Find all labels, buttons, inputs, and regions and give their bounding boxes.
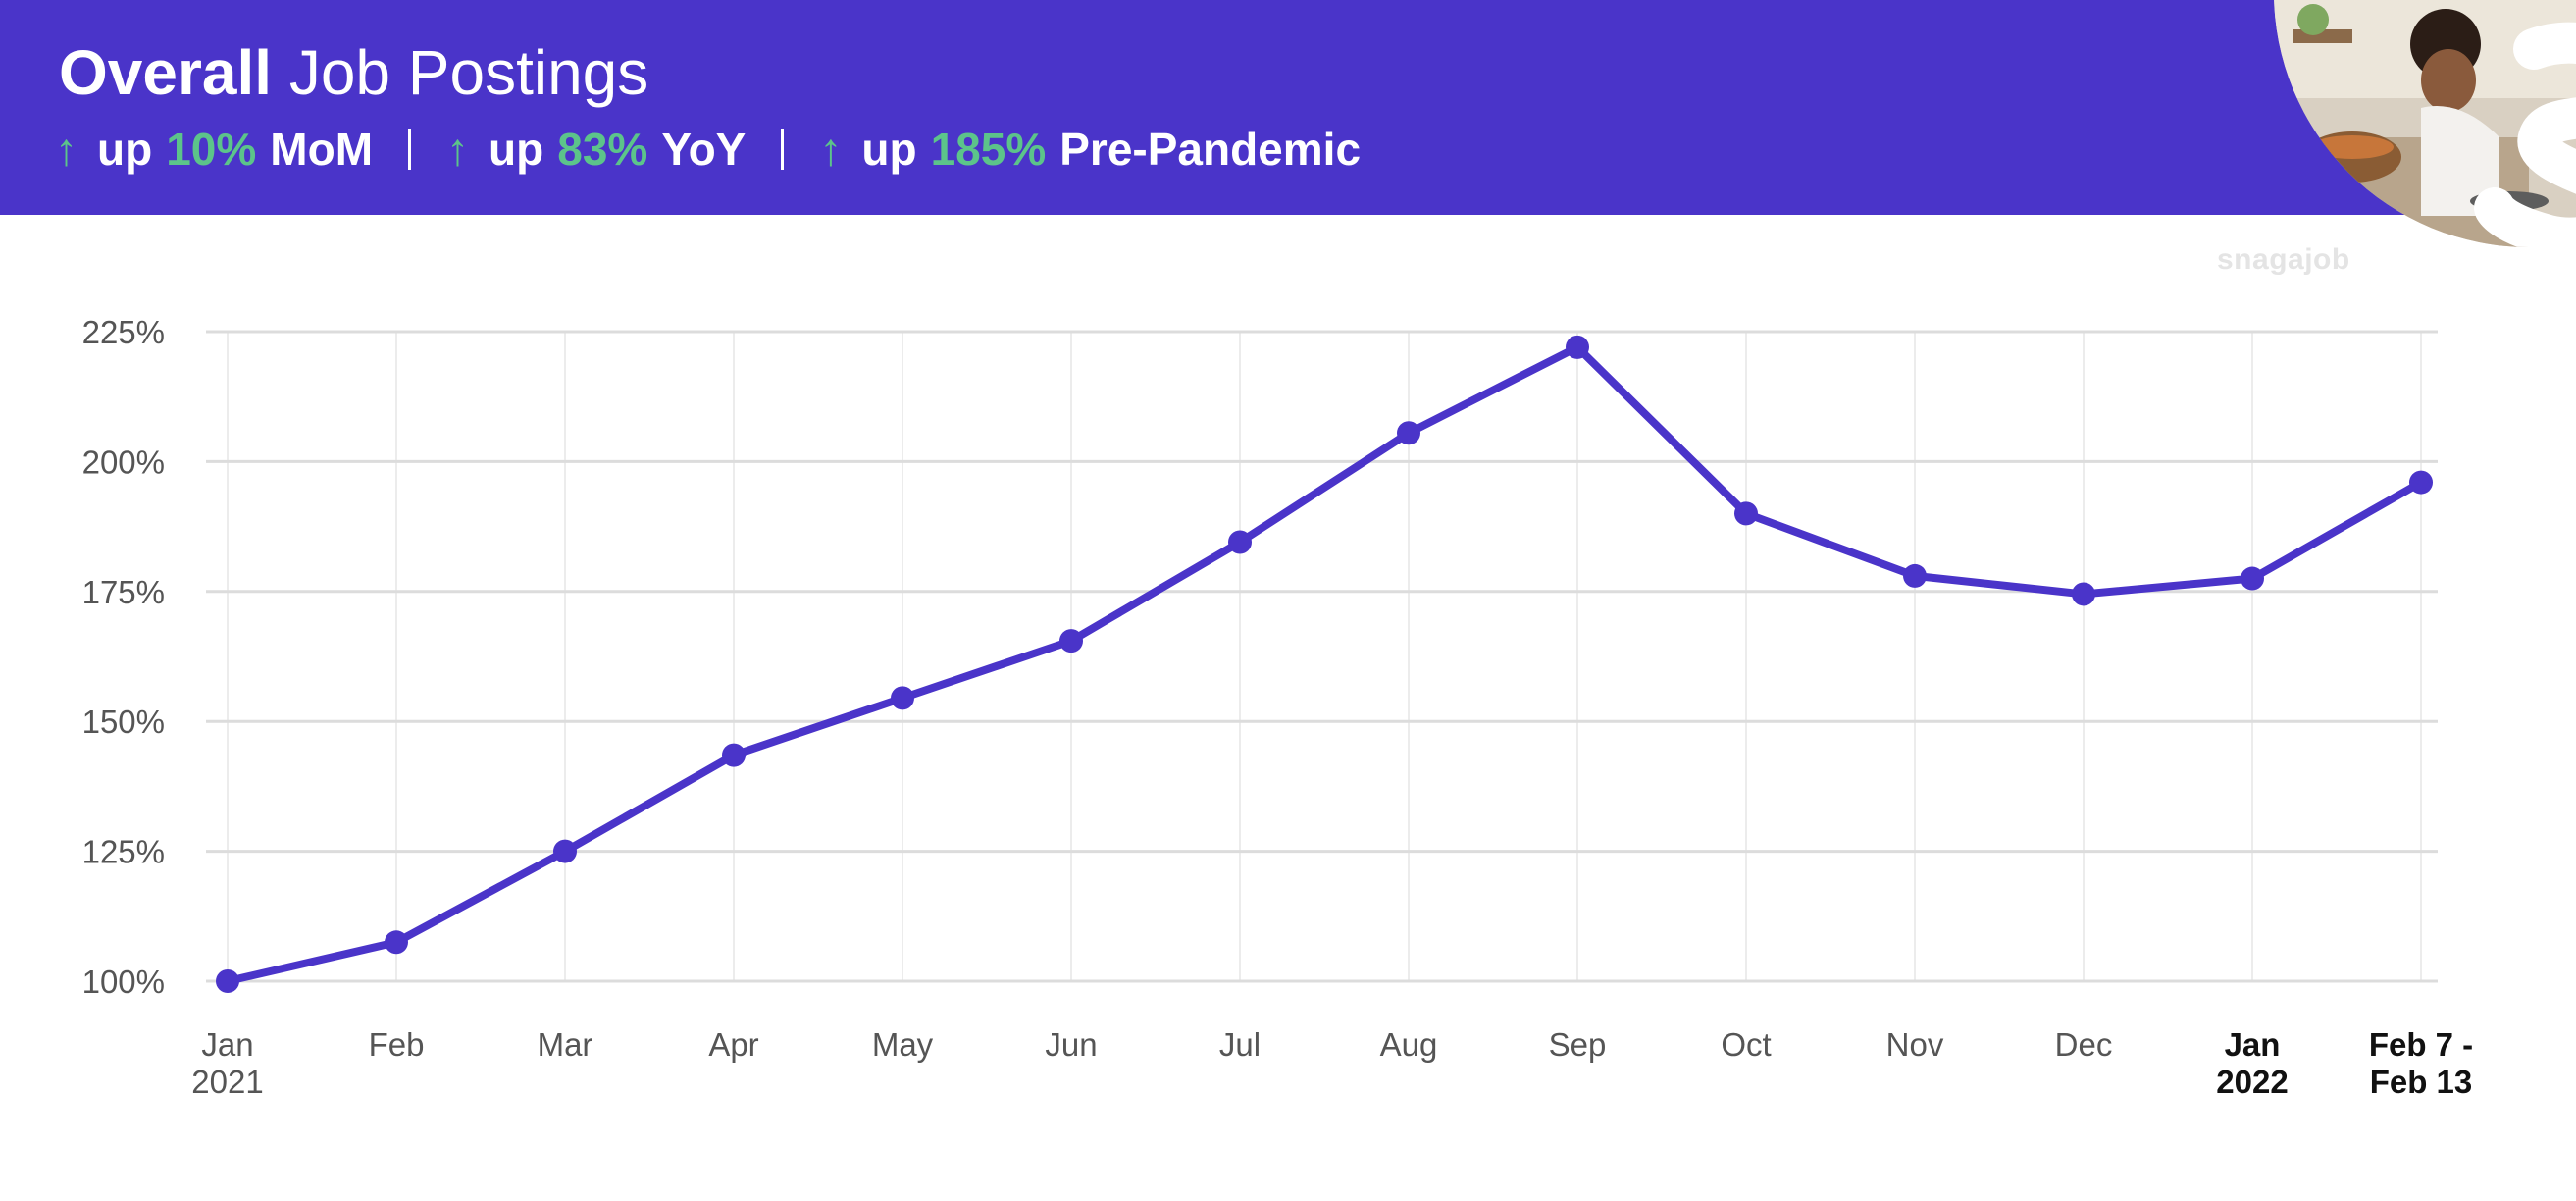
data-point — [891, 686, 914, 710]
x-tick-label: Jan 2021 — [191, 1026, 263, 1100]
data-point — [2409, 470, 2433, 495]
y-tick-label: 175% — [82, 574, 165, 610]
stat-value: 83% — [557, 124, 648, 175]
page-title: Overall Job Postings — [59, 35, 648, 110]
x-tick-label: Feb — [369, 1026, 425, 1063]
up-arrow-icon: ↑ — [819, 124, 843, 175]
x-tick-label: Oct — [1721, 1026, 1771, 1063]
header-banner: Overall Job Postings ↑ up 10% MoM ↑ up 8… — [0, 0, 2576, 215]
x-tick-label: Aug — [1380, 1026, 1438, 1063]
x-tick-label: Jul — [1219, 1026, 1261, 1063]
stat-divider — [408, 129, 412, 170]
x-tick-label: Mar — [538, 1026, 593, 1063]
title-rest: Job Postings — [288, 37, 649, 108]
x-tick-label: Sep — [1549, 1026, 1607, 1063]
stat-label: MoM — [270, 124, 374, 175]
data-point — [385, 930, 408, 955]
data-point — [1228, 530, 1252, 554]
data-point — [2241, 566, 2264, 591]
up-arrow-icon: ↑ — [55, 124, 77, 175]
y-tick-label: 200% — [82, 444, 165, 480]
x-tick-label: Jan 2022 — [2216, 1026, 2288, 1100]
up-arrow-icon: ↑ — [446, 124, 470, 175]
x-tick-label: Jun — [1045, 1026, 1097, 1063]
x-tick-label: Nov — [1886, 1026, 1944, 1063]
x-tick-label: Apr — [708, 1026, 758, 1063]
y-tick-label: 150% — [82, 704, 165, 740]
y-tick-label: 225% — [82, 314, 165, 350]
data-point — [722, 743, 746, 767]
data-point — [1566, 335, 1589, 359]
x-tick-label: Dec — [2055, 1026, 2113, 1063]
x-tick-label: May — [872, 1026, 934, 1063]
stat-prefix: up — [489, 124, 544, 175]
y-tick-label: 125% — [82, 834, 165, 870]
stat-label: Pre-Pandemic — [1059, 124, 1362, 175]
stat-yoy: ↑ up 83% YoY — [446, 120, 746, 179]
stat-prefix: up — [97, 124, 153, 175]
stats-row: ↑ up 10% MoM ↑ up 83% YoY ↑ up 185% Pre-… — [55, 120, 1361, 179]
data-point — [2072, 582, 2095, 606]
stat-value: 10% — [166, 124, 257, 175]
stat-value: 185% — [930, 124, 1047, 175]
stat-prefix: up — [861, 124, 917, 175]
snagajob-watermark: snagajob — [2217, 243, 2350, 276]
data-point — [1397, 421, 1420, 445]
title-bold: Overall — [59, 37, 273, 108]
data-point — [1059, 629, 1083, 653]
series-line — [224, 342, 2425, 985]
data-point — [216, 969, 239, 993]
x-tick-label: Feb 7 -Feb 13 — [2369, 1026, 2473, 1100]
stat-label: YoY — [661, 124, 747, 175]
data-point — [1903, 563, 1927, 588]
data-point — [1734, 501, 1758, 526]
brand-photo — [2274, 0, 2576, 247]
stat-mom: ↑ up 10% MoM — [55, 120, 373, 179]
y-tick-label: 100% — [82, 964, 165, 1000]
stat-pre-pandemic: ↑ up 185% Pre-Pandemic — [819, 120, 1361, 179]
data-point — [553, 839, 577, 863]
stat-divider — [781, 129, 785, 170]
